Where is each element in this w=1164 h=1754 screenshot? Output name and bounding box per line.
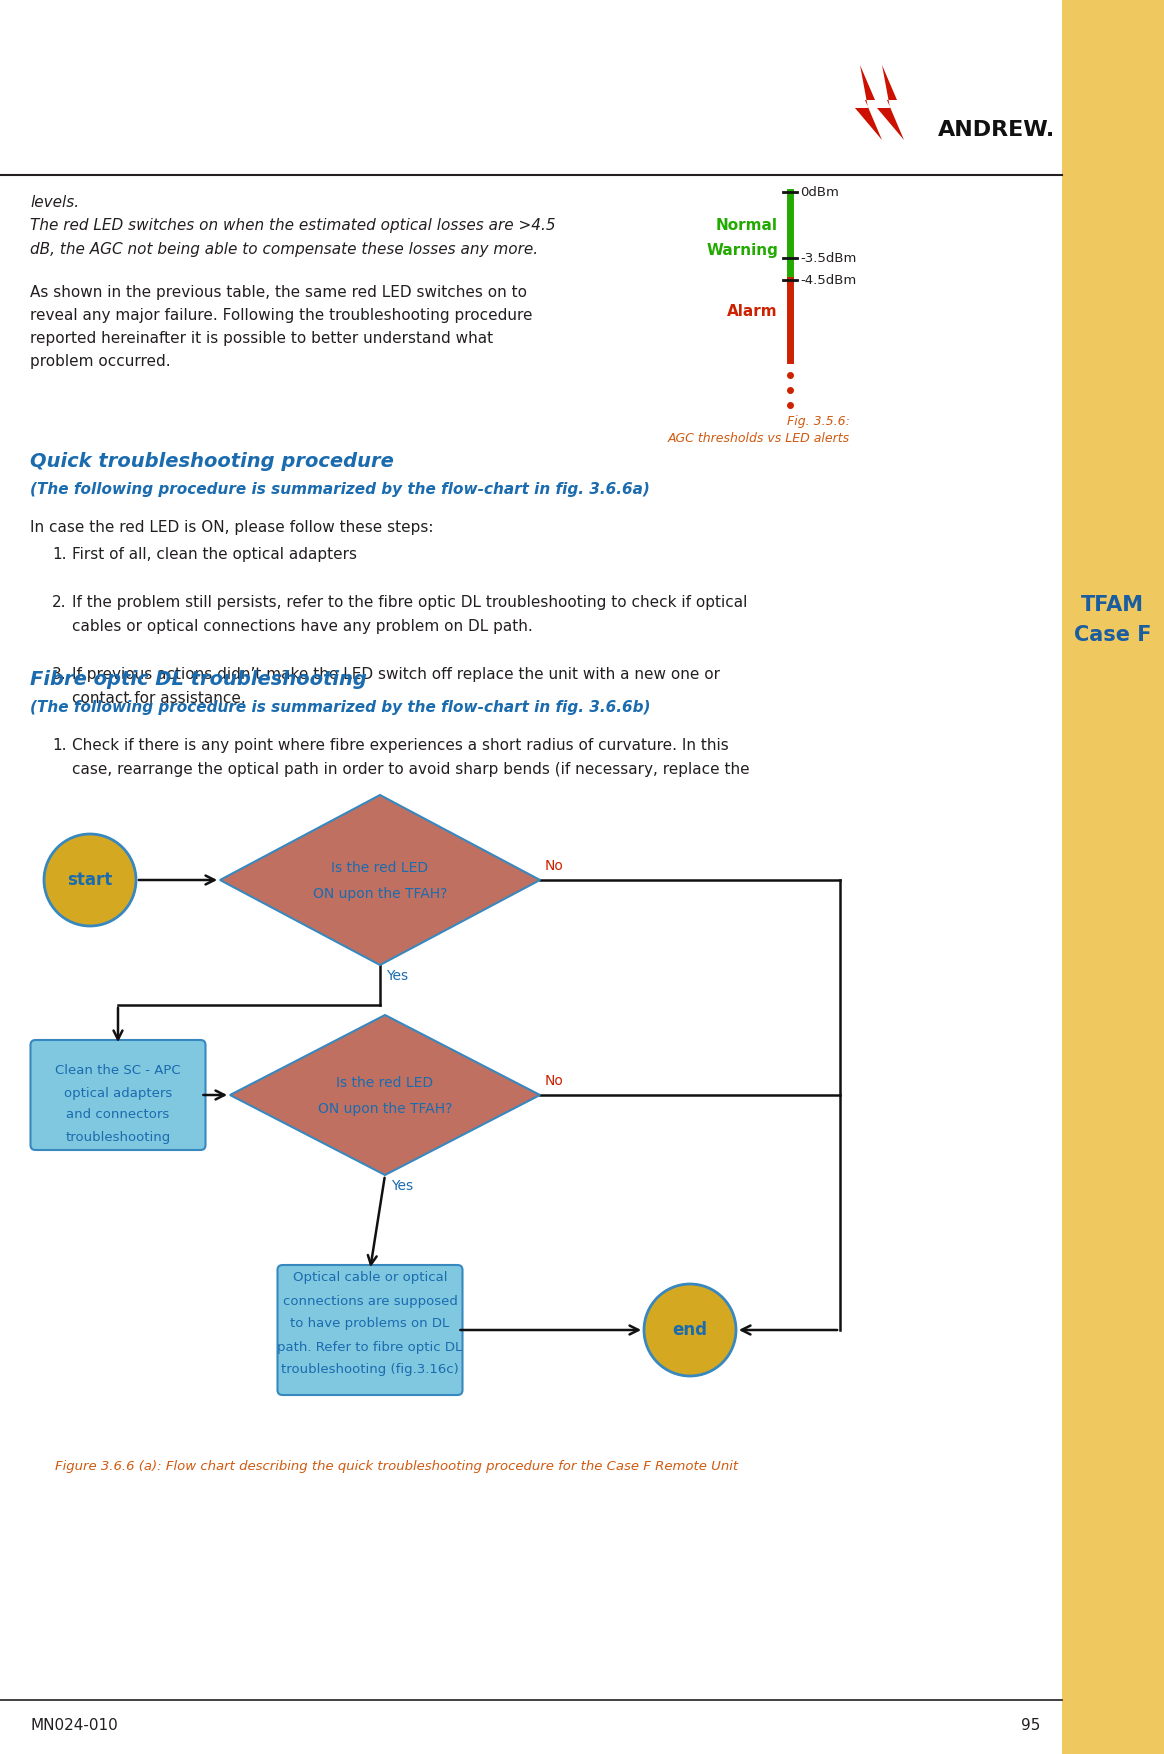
Text: ON upon the TFAH?: ON upon the TFAH? [313,888,447,902]
Text: If the problem still persists, refer to the fibre optic DL troubleshooting to ch: If the problem still persists, refer to … [72,595,747,610]
Text: -3.5dBm: -3.5dBm [800,251,857,265]
Text: -4.5dBm: -4.5dBm [800,274,857,286]
Text: and connectors: and connectors [66,1109,170,1121]
Text: reveal any major failure. Following the troubleshooting procedure: reveal any major failure. Following the … [30,309,532,323]
Text: Clean the SC - APC: Clean the SC - APC [55,1065,180,1077]
Text: Yes: Yes [386,968,409,982]
Text: case, rearrange the optical path in order to avoid sharp bends (if necessary, re: case, rearrange the optical path in orde… [72,761,750,777]
Text: Quick troubleshooting procedure: Quick troubleshooting procedure [30,453,393,472]
Polygon shape [220,795,540,965]
Text: (The following procedure is summarized by the flow-chart in fig. 3.6.6a): (The following procedure is summarized b… [30,482,650,496]
Text: 0dBm: 0dBm [800,186,839,198]
Text: If previous actions didn’t make the LED switch off replace the unit with a new o: If previous actions didn’t make the LED … [72,667,721,682]
Text: No: No [545,1073,563,1087]
Text: end: end [673,1321,708,1338]
Text: start: start [68,872,113,889]
Text: reported hereinafter it is possible to better understand what: reported hereinafter it is possible to b… [30,332,494,346]
Text: In case the red LED is ON, please follow these steps:: In case the red LED is ON, please follow… [30,519,433,535]
Text: Figure 3.6.6 (a): Flow chart describing the quick troubleshooting procedure for : Figure 3.6.6 (a): Flow chart describing … [55,1459,738,1473]
Polygon shape [856,65,882,140]
Text: troubleshooting: troubleshooting [65,1131,171,1144]
Text: connections are supposed: connections are supposed [283,1294,457,1307]
Text: MN024-010: MN024-010 [30,1717,118,1733]
Text: First of all, clean the optical adapters: First of all, clean the optical adapters [72,547,357,561]
Text: levels.: levels. [30,195,79,210]
Text: Fibre optic DL troubleshooting: Fibre optic DL troubleshooting [30,670,367,689]
Circle shape [644,1284,736,1375]
Text: problem occurred.: problem occurred. [30,354,171,368]
Text: troubleshooting (fig.3.16c): troubleshooting (fig.3.16c) [282,1363,459,1377]
Circle shape [44,833,136,926]
Text: cables or optical connections have any problem on DL path.: cables or optical connections have any p… [72,619,533,633]
Text: 3.: 3. [52,667,66,682]
Polygon shape [876,65,904,140]
Text: The red LED switches on when the estimated optical losses are >4.5: The red LED switches on when the estimat… [30,217,555,233]
Text: dB, the AGC not being able to compensate these losses any more.: dB, the AGC not being able to compensate… [30,242,538,258]
Text: Normal: Normal [716,217,778,233]
Text: Optical cable or optical: Optical cable or optical [293,1272,447,1284]
Polygon shape [230,1016,540,1175]
Text: Yes: Yes [391,1179,413,1193]
Text: Alarm: Alarm [728,305,778,319]
Text: path. Refer to fibre optic DL: path. Refer to fibre optic DL [277,1340,462,1354]
Text: Warning: Warning [707,242,778,258]
Text: contact for assistance.: contact for assistance. [72,691,246,707]
Text: optical adapters: optical adapters [64,1086,172,1100]
FancyBboxPatch shape [1062,0,1164,1754]
Text: 1.: 1. [52,547,66,561]
FancyBboxPatch shape [277,1265,462,1394]
Text: to have problems on DL: to have problems on DL [290,1317,449,1331]
Text: AGC thresholds vs LED alerts: AGC thresholds vs LED alerts [668,431,850,446]
Text: TFAM
Case F: TFAM Case F [1074,595,1151,645]
Text: Is the red LED: Is the red LED [332,861,428,875]
Text: ON upon the TFAH?: ON upon the TFAH? [318,1102,452,1116]
Text: (The following procedure is summarized by the flow-chart in fig. 3.6.6b): (The following procedure is summarized b… [30,700,651,716]
Text: 2.: 2. [52,595,66,610]
Text: 1.: 1. [52,738,66,752]
Text: As shown in the previous table, the same red LED switches on to: As shown in the previous table, the same… [30,284,527,300]
Text: ANDREW.: ANDREW. [938,119,1055,140]
Text: Fig. 3.5.6:: Fig. 3.5.6: [787,416,850,428]
FancyBboxPatch shape [30,1040,206,1151]
Text: Is the red LED: Is the red LED [336,1075,433,1089]
Text: 95: 95 [1021,1717,1039,1733]
Text: Check if there is any point where fibre experiences a short radius of curvature.: Check if there is any point where fibre … [72,738,729,752]
Text: No: No [545,859,563,873]
